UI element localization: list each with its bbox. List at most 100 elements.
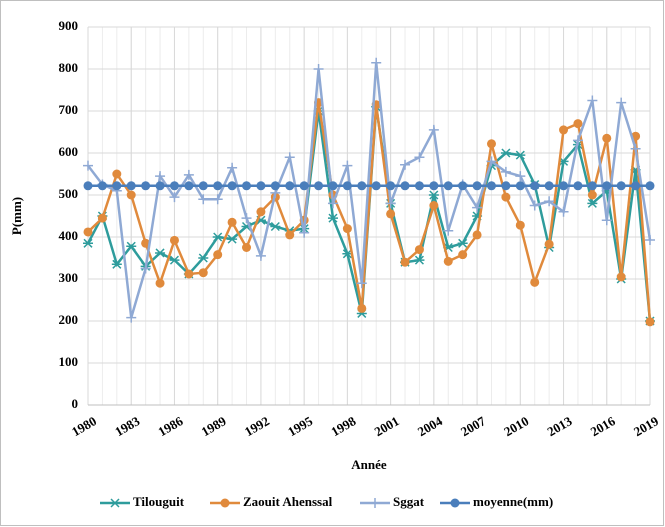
point (601, 215, 612, 226)
point (83, 181, 93, 191)
point (126, 241, 137, 251)
point (587, 95, 598, 106)
point (242, 181, 252, 191)
point (198, 268, 208, 278)
point (386, 181, 396, 191)
legend-label: moyenne(mm) (473, 494, 553, 509)
point (443, 225, 454, 236)
point (299, 227, 310, 238)
point (356, 278, 367, 289)
point (270, 221, 281, 232)
point (112, 181, 122, 191)
x-axis-label: Année (351, 457, 387, 472)
point (227, 181, 237, 191)
point (97, 181, 107, 191)
point (255, 250, 266, 261)
point (414, 152, 425, 163)
point (544, 239, 554, 249)
series-line (87, 102, 652, 322)
point (458, 250, 468, 260)
point (472, 202, 483, 213)
point (486, 139, 496, 149)
point (501, 181, 511, 191)
legend-item: Zaouit Ahenssal (210, 494, 333, 509)
point (285, 230, 295, 240)
point (472, 230, 482, 240)
point (314, 181, 324, 191)
point (501, 192, 511, 202)
point (645, 181, 655, 191)
point (443, 256, 453, 266)
y-tick-label: 100 (59, 354, 79, 369)
y-tick-label: 900 (59, 18, 79, 33)
point (602, 133, 612, 143)
point (500, 166, 511, 177)
point (429, 201, 439, 210)
point (544, 181, 554, 191)
point (371, 181, 381, 191)
point (169, 255, 180, 265)
point (602, 181, 612, 191)
point (328, 181, 338, 191)
y-tick-label: 800 (59, 60, 79, 75)
point (371, 57, 382, 68)
point (342, 160, 353, 171)
point (428, 190, 439, 200)
point (559, 125, 569, 135)
point (400, 181, 410, 191)
point (299, 181, 309, 191)
point (270, 181, 280, 191)
point (559, 181, 569, 191)
legend-item: Tilouguit (100, 494, 185, 509)
point (111, 259, 122, 269)
series (83, 181, 655, 191)
point (126, 190, 136, 200)
point (169, 181, 179, 191)
point (83, 227, 93, 237)
legend-label: Sggat (393, 494, 425, 509)
legend-marker (370, 498, 380, 508)
point (256, 181, 266, 191)
point (645, 234, 655, 245)
point (414, 245, 424, 255)
y-axis-label: P(mm) (9, 197, 24, 235)
point (458, 181, 468, 191)
point (414, 181, 424, 191)
point (184, 269, 194, 279)
series (83, 98, 655, 327)
point (400, 159, 411, 170)
point (357, 303, 367, 313)
point (631, 181, 641, 191)
point (184, 181, 194, 191)
point (155, 171, 166, 182)
point (169, 235, 179, 245)
point (357, 181, 367, 191)
point (428, 124, 439, 135)
point (486, 181, 496, 191)
point (515, 181, 525, 191)
point (573, 119, 583, 129)
y-tick-label: 600 (59, 144, 79, 159)
point (342, 181, 352, 191)
legend-marker (110, 498, 120, 508)
point (587, 181, 597, 191)
point (573, 181, 583, 191)
point (486, 156, 497, 167)
legend-marker (450, 498, 460, 508)
point (515, 171, 526, 182)
point (529, 200, 540, 211)
point (400, 257, 410, 267)
point (327, 198, 338, 209)
point (616, 97, 627, 108)
point (212, 194, 223, 205)
point (256, 207, 266, 217)
point (126, 312, 137, 323)
point (213, 250, 223, 260)
y-tick-label: 300 (59, 270, 79, 285)
point (472, 181, 482, 191)
point (285, 181, 295, 191)
point (198, 194, 209, 205)
y-tick-label: 700 (59, 102, 79, 117)
